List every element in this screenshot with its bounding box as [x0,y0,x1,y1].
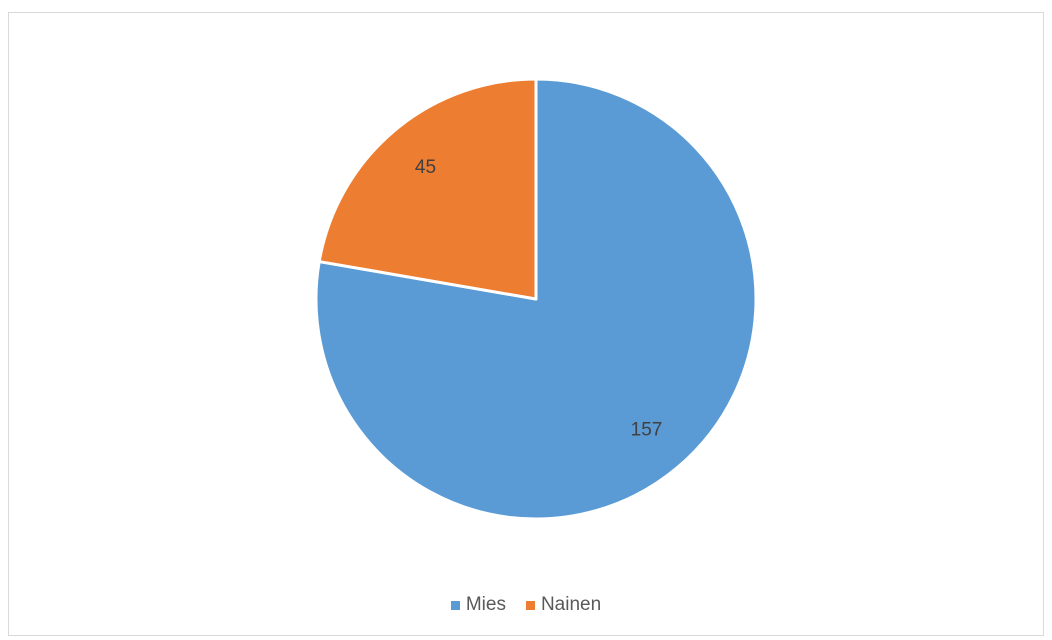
legend-label-mies: Mies [465,594,506,615]
legend-item-nainen[interactable]: Nainen [525,594,602,616]
data-label-nainen: 45 [415,157,436,178]
pie-slice-nainen[interactable] [317,77,538,301]
pie-data-labels: 157 45 [415,157,662,441]
legend-swatch-mies [450,600,460,610]
pie-slices [314,77,758,521]
legend-item-mies[interactable]: Mies [450,594,506,616]
legend-swatch-nainen [525,600,535,610]
data-label-mies: 157 [631,419,663,440]
legend-label-nainen: Nainen [540,594,602,615]
legend: Mies Nainen [0,594,1052,616]
